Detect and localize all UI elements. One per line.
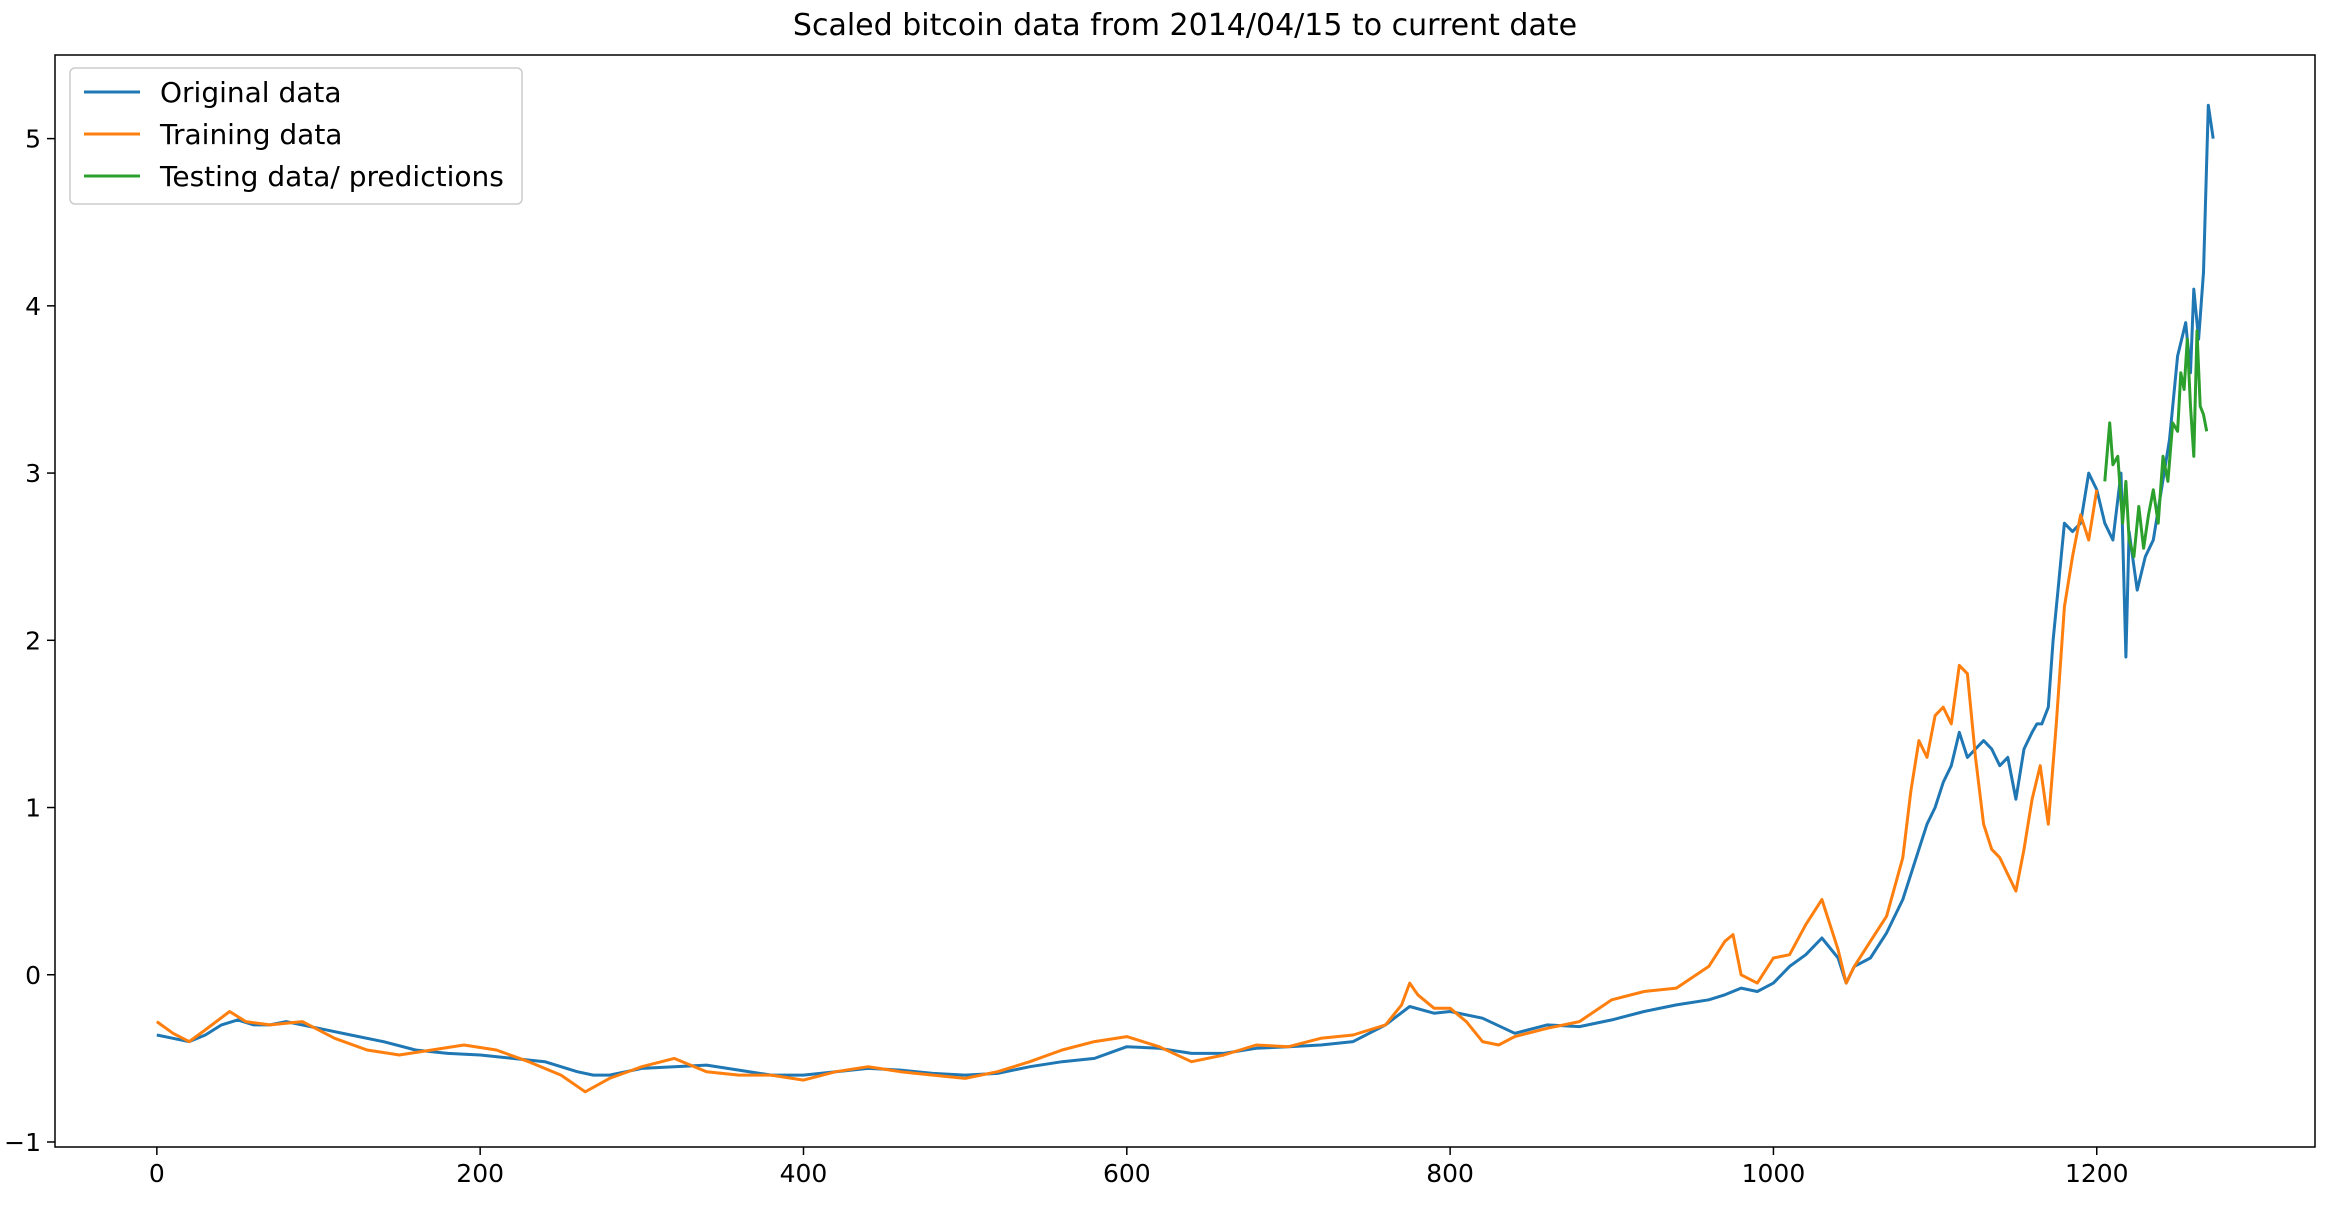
plot-background xyxy=(55,55,2315,1147)
y-axis: −1 0 1 2 3 4 5 xyxy=(4,125,55,1157)
axes-frame xyxy=(54,54,2316,1148)
y-tick-label: 5 xyxy=(25,125,41,154)
legend-label-2: Testing data/ predictions xyxy=(159,160,504,193)
chart-title: Scaled bitcoin data from 2014/04/15 to c… xyxy=(793,8,1577,43)
legend-label-1: Training data xyxy=(159,118,342,151)
series-layer xyxy=(155,103,2215,1094)
x-tick-label: 0 xyxy=(149,1159,165,1188)
y-tick-label: 1 xyxy=(25,794,41,823)
series-line-2 xyxy=(2103,329,2209,559)
y-tick-label: 4 xyxy=(25,292,41,321)
series-line-0 xyxy=(156,103,2215,1077)
x-tick-label: 400 xyxy=(780,1159,828,1188)
y-tick-label: −1 xyxy=(4,1128,41,1157)
plot-area xyxy=(55,55,2315,1147)
y-tick-label: 0 xyxy=(25,961,41,990)
series-line-1 xyxy=(155,489,2099,1094)
legend: Original data Training data Testing data/ … xyxy=(69,67,523,205)
legend-label-0: Original data xyxy=(160,76,342,109)
x-tick-label: 1200 xyxy=(2065,1159,2129,1188)
x-tick-label: 200 xyxy=(456,1159,504,1188)
legend-box xyxy=(69,67,523,205)
y-tick-label: 3 xyxy=(25,459,41,488)
y-tick-label: 2 xyxy=(25,626,41,655)
axes-border xyxy=(54,54,2316,1148)
x-tick-label: 800 xyxy=(1426,1159,1474,1188)
x-tick-label: 1000 xyxy=(1742,1159,1806,1188)
x-tick-label: 600 xyxy=(1103,1159,1151,1188)
x-axis: 0 200 400 600 800 1000 1200 xyxy=(149,1147,2129,1188)
